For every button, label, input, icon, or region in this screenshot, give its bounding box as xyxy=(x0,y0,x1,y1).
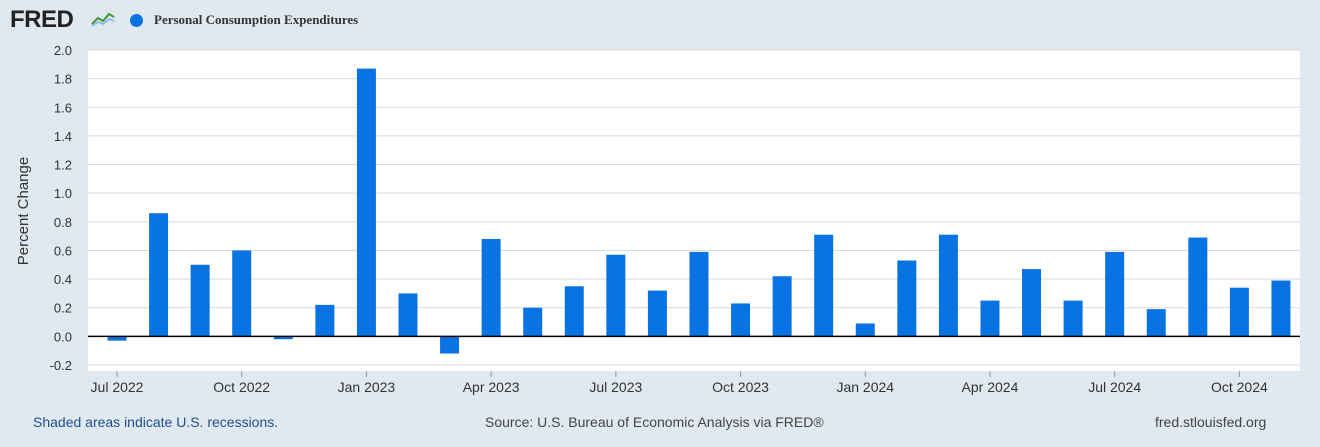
bar[interactable] xyxy=(772,276,792,337)
x-tick-label: Jan 2024 xyxy=(836,379,894,395)
bar[interactable] xyxy=(731,303,751,337)
bar[interactable] xyxy=(689,251,709,337)
legend-label: Personal Consumption Expenditures xyxy=(154,12,359,27)
site-link[interactable]: fred.stlouisfed.org xyxy=(1155,414,1267,430)
bar[interactable] xyxy=(938,234,958,337)
y-tick-label: 0.4 xyxy=(54,272,72,287)
bar[interactable] xyxy=(1146,309,1166,337)
y-tick-label: 1.0 xyxy=(54,186,72,201)
y-tick-label: 1.2 xyxy=(54,158,72,173)
x-tick-label: Jan 2023 xyxy=(338,379,396,395)
bar[interactable] xyxy=(523,307,543,337)
y-tick-label: 1.4 xyxy=(54,129,72,144)
x-axis-ticks: Jul 2022 Oct 2022 Jan 2023 Apr 2023 Jul 2023… xyxy=(91,371,1268,395)
bar[interactable] xyxy=(315,304,335,337)
chart-header: FRED Personal Consumption Expenditures xyxy=(0,0,1320,40)
y-tick-label: 0.0 xyxy=(54,329,72,344)
bar[interactable] xyxy=(273,336,293,340)
bar[interactable] xyxy=(440,336,460,354)
x-tick-label: Apr 2023 xyxy=(463,379,520,395)
y-tick-label: -0.2 xyxy=(50,358,72,373)
y-axis-label: Percent Change xyxy=(15,157,32,265)
grid-lines xyxy=(88,49,1300,366)
y-tick-label: 1.8 xyxy=(54,72,72,87)
bar[interactable] xyxy=(356,68,376,337)
y-tick-label: 0.6 xyxy=(54,243,72,258)
recession-note: Shaded areas indicate U.S. recessions. xyxy=(33,414,279,430)
fred-chart-icon xyxy=(90,10,116,28)
bar[interactable] xyxy=(814,234,834,337)
bar[interactable] xyxy=(398,293,418,337)
bar[interactable] xyxy=(190,264,210,337)
bar[interactable] xyxy=(232,250,252,337)
source-note: Source: U.S. Bureau of Economic Analysis… xyxy=(485,414,824,430)
bar[interactable] xyxy=(606,254,626,337)
x-tick-label: Jul 2023 xyxy=(589,379,642,395)
fred-logo[interactable]: FRED xyxy=(10,6,74,33)
bar[interactable] xyxy=(481,239,501,337)
bar[interactable] xyxy=(149,213,169,337)
bar[interactable] xyxy=(1105,251,1125,337)
x-tick-label: Oct 2023 xyxy=(712,379,769,395)
y-tick-label: 1.6 xyxy=(54,100,72,115)
bar[interactable] xyxy=(1063,300,1083,337)
x-tick-label: Oct 2024 xyxy=(1211,379,1268,395)
bar[interactable] xyxy=(1188,237,1208,337)
legend[interactable]: Personal Consumption Expenditures xyxy=(130,12,358,28)
bar[interactable] xyxy=(1271,280,1291,337)
legend-marker xyxy=(130,13,143,27)
bar[interactable] xyxy=(564,286,584,337)
y-tick-label: 0.2 xyxy=(54,301,72,316)
bar[interactable] xyxy=(1229,287,1249,337)
x-tick-label: Jul 2022 xyxy=(91,379,144,395)
y-axis-ticks: -0.2 0.0 0.2 0.4 0.6 0.8 1.0 1.2 1.4 1.6 1.8 2.0 xyxy=(50,43,72,373)
x-tick-label: Apr 2024 xyxy=(962,379,1019,395)
x-tick-label: Jul 2024 xyxy=(1088,379,1141,395)
bar[interactable] xyxy=(980,300,1000,337)
bar-series[interactable] xyxy=(107,68,1291,354)
bar[interactable] xyxy=(897,260,917,337)
x-tick-label: Oct 2022 xyxy=(213,379,270,395)
bar[interactable] xyxy=(855,323,875,337)
y-tick-label: 0.8 xyxy=(54,215,72,230)
y-tick-label: 2.0 xyxy=(54,43,72,58)
bar[interactable] xyxy=(647,290,667,337)
bar[interactable] xyxy=(107,336,127,341)
bar[interactable] xyxy=(1022,269,1042,337)
